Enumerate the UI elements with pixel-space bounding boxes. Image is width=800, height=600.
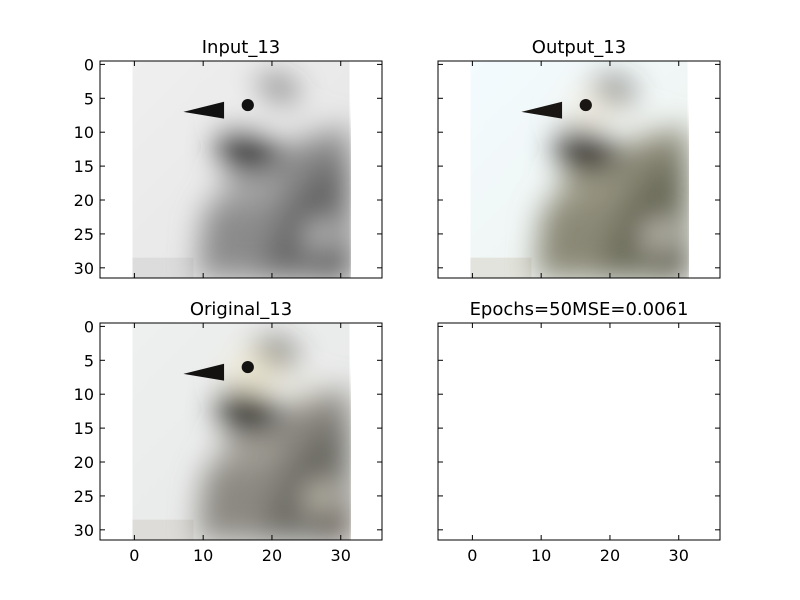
y-tick-label: 25 [74,225,94,244]
x-tick-label: 20 [262,546,282,565]
image-display [133,61,350,278]
axes-frame [437,322,721,541]
y-tick-label: 30 [74,259,94,278]
y-tick-label: 0 [84,55,94,74]
subplot-title: Epochs=50MSE=0.0061 [470,299,689,320]
axes-frame [99,60,383,279]
x-tick-label: 30 [669,546,689,565]
y-tick-label: 5 [84,89,94,108]
y-tick-label: 15 [74,419,94,438]
y-tick-label: 20 [74,453,94,472]
x-tick-label: 10 [193,546,213,565]
subplot-title: Output_13 [532,37,626,58]
subplot-4: Epochs=50MSE=0.0061 0 10 20 30 [437,299,721,565]
subplot-3: Original_13 0 10 20 30 0 5 10 15 20 25 30 [74,299,383,565]
subplot-2: Output_13 [437,37,721,279]
y-tick-label: 30 [74,521,94,540]
y-tick-label: 10 [74,123,94,142]
axes-background [438,323,720,540]
x-tick-label: 30 [331,546,351,565]
y-tick-label: 10 [74,385,94,404]
axes-frame [437,60,721,279]
x-tick-label: 0 [467,546,477,565]
image-display [133,323,350,540]
y-tick-label: 5 [84,351,94,370]
x-tick-label: 0 [129,546,139,565]
x-tick-label: 10 [531,546,551,565]
x-tick-label: 20 [600,546,620,565]
axes-frame [99,322,383,541]
image-display [471,61,688,278]
subplot-title: Input_13 [202,37,281,58]
subplot-title: Original_13 [190,299,292,320]
y-tick-label: 0 [84,317,94,336]
y-tick-label: 15 [74,157,94,176]
y-tick-label: 20 [74,191,94,210]
subplot-1: Input_13 0 5 10 15 20 25 30 [74,37,383,279]
y-tick-label: 25 [74,487,94,506]
